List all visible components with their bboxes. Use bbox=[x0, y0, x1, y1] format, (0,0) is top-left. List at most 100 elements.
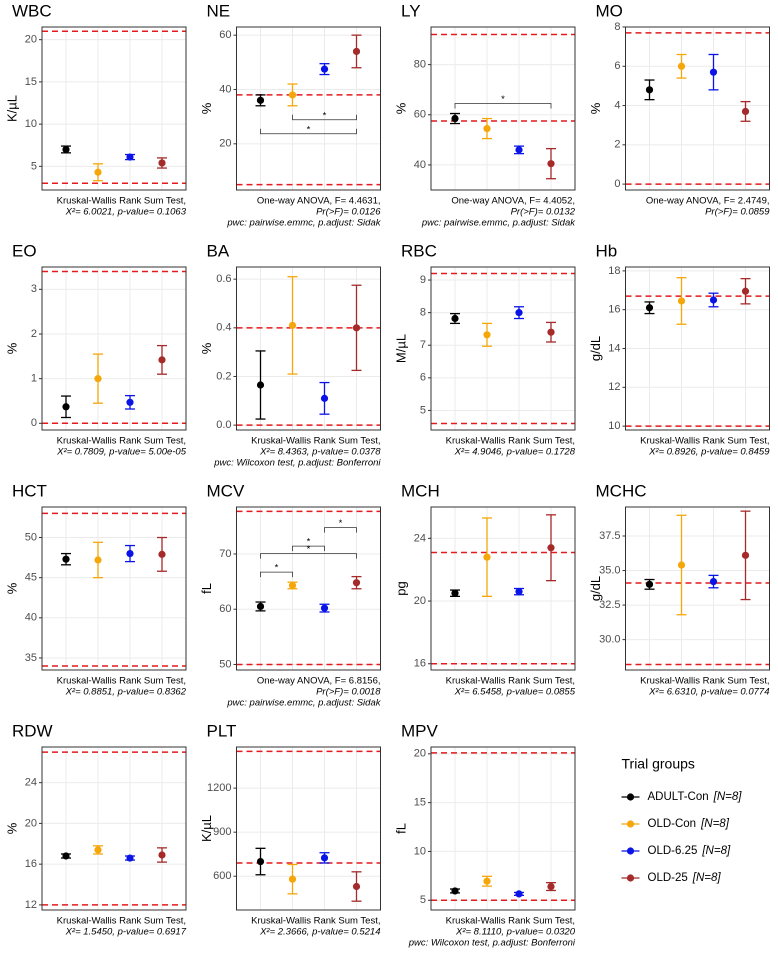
plot-border bbox=[430, 746, 576, 911]
significance-bracket bbox=[260, 571, 293, 578]
plot-border bbox=[236, 26, 381, 191]
y-tick-label: 40 bbox=[25, 612, 37, 624]
mean-point bbox=[515, 890, 523, 898]
chart-title: MCV bbox=[207, 481, 245, 500]
significance-label: * bbox=[307, 537, 311, 548]
y-tick-label: 40 bbox=[219, 83, 231, 95]
mean-point bbox=[515, 588, 523, 596]
y-tick-label: 1200 bbox=[207, 782, 231, 794]
y-axis-label: K/µL bbox=[199, 815, 214, 842]
mean-point bbox=[256, 857, 265, 866]
y-axis-label: g/dL bbox=[588, 336, 603, 361]
legend-name: ADULT-Con bbox=[648, 791, 709, 803]
plot-border bbox=[430, 506, 576, 671]
significance-bracket bbox=[292, 545, 325, 552]
y-axis-label: % bbox=[393, 102, 408, 114]
plot-background bbox=[42, 507, 186, 670]
y-tick-label: 0.2 bbox=[216, 370, 231, 382]
mean-point bbox=[320, 854, 329, 862]
significance-bracket bbox=[292, 114, 357, 121]
stats-note: X²= 0.7809, p-value= 5.00e-05 bbox=[56, 447, 187, 458]
mean-point bbox=[677, 62, 686, 70]
y-tick-label: 6 bbox=[614, 60, 620, 72]
chart-title: BA bbox=[207, 241, 230, 260]
mean-point bbox=[158, 550, 166, 558]
legend-label: ADULT-Con [N=8] bbox=[648, 791, 743, 803]
y-tick-label: 2 bbox=[31, 328, 37, 340]
stats-note: Kruskal-Wallis Rank Sum Test, bbox=[446, 676, 575, 687]
y-tick-label: 3 bbox=[31, 283, 37, 295]
mean-point bbox=[547, 160, 555, 168]
y-tick-label: 32.5 bbox=[599, 599, 620, 611]
mean-point bbox=[288, 91, 297, 99]
mean-point bbox=[158, 159, 166, 167]
stats-note: Kruskal-Wallis Rank Sum Test, bbox=[57, 196, 186, 207]
legend-label: OLD-Con [N=8] bbox=[648, 818, 730, 830]
stats-note: Kruskal-Wallis Rank Sum Test, bbox=[57, 916, 186, 927]
y-tick-label: 35 bbox=[25, 652, 37, 664]
y-tick-label: 37.5 bbox=[599, 530, 620, 542]
legend-dot bbox=[626, 820, 635, 828]
stats-note: Kruskal-Wallis Rank Sum Test, bbox=[251, 916, 380, 927]
legend-label: OLD-25 [N=8] bbox=[648, 872, 722, 884]
plot-border bbox=[625, 506, 770, 671]
mean-point bbox=[126, 854, 134, 862]
legend-name: OLD-6.25 bbox=[648, 845, 698, 857]
y-tick-label: 0.6 bbox=[216, 273, 231, 285]
stats-note: X²= 4.9046, p-value= 0.1728 bbox=[454, 447, 576, 458]
mean-point bbox=[256, 602, 265, 611]
plot-border bbox=[625, 26, 770, 191]
y-tick-label: 10 bbox=[608, 420, 620, 432]
legend-n: [N=8] bbox=[700, 818, 730, 830]
y-tick-label: 16 bbox=[608, 304, 620, 316]
legend-n: [N=8] bbox=[713, 791, 743, 803]
chart-title: WBC bbox=[12, 1, 52, 20]
y-axis-label: % bbox=[199, 102, 214, 114]
chart-title: MCH bbox=[401, 481, 440, 500]
stats-note: Kruskal-Wallis Rank Sum Test, bbox=[446, 916, 575, 927]
stats-note: Kruskal-Wallis Rank Sum Test, bbox=[57, 676, 186, 687]
significance-bracket bbox=[454, 103, 552, 109]
mean-point bbox=[741, 107, 750, 116]
plot-border bbox=[430, 26, 576, 191]
stats-note: pwc: pairwise.emmc, p.adjust: Sidak bbox=[226, 698, 381, 709]
plot-border bbox=[236, 746, 381, 911]
plot-background bbox=[42, 747, 186, 910]
stats-note: One-way ANOVA, F= 4.4631, bbox=[257, 196, 381, 207]
y-tick-label: 12 bbox=[608, 381, 620, 393]
chart-title: RDW bbox=[12, 721, 53, 740]
y-tick-label: 4 bbox=[614, 99, 620, 111]
plot-background bbox=[625, 27, 770, 190]
legend-name: OLD-Con bbox=[648, 818, 697, 830]
plot-background bbox=[431, 507, 575, 670]
stats-note: One-way ANOVA, F= 4.4052, bbox=[451, 196, 575, 207]
mean-point bbox=[158, 356, 166, 364]
plot-border bbox=[236, 506, 381, 671]
legend-dot bbox=[626, 874, 635, 882]
y-tick-label: 8 bbox=[420, 307, 426, 319]
legend-name: OLD-25 bbox=[648, 872, 688, 884]
stats-note: Kruskal-Wallis Rank Sum Test, bbox=[446, 436, 575, 447]
y-tick-label: 24 bbox=[25, 777, 37, 789]
y-axis-label: % bbox=[4, 822, 19, 834]
y-tick-label: 8 bbox=[614, 21, 620, 33]
y-tick-label: 20 bbox=[414, 748, 426, 760]
y-tick-label: 5 bbox=[420, 894, 426, 906]
y-tick-label: 10 bbox=[25, 118, 37, 130]
y-tick-label: 15 bbox=[414, 797, 426, 809]
chart-title: MO bbox=[596, 1, 623, 20]
y-tick-label: 20 bbox=[414, 595, 426, 607]
mean-point bbox=[515, 146, 523, 154]
mean-point bbox=[256, 96, 265, 104]
y-axis-label: fL bbox=[393, 823, 408, 834]
mean-point bbox=[352, 882, 361, 891]
legend-dot bbox=[626, 793, 635, 801]
mean-point bbox=[352, 324, 361, 332]
stats-note: Pr(>F)= 0.0018 bbox=[316, 687, 381, 698]
y-tick-label: 14 bbox=[608, 342, 620, 354]
y-tick-label: 10 bbox=[414, 845, 426, 857]
mean-point bbox=[62, 145, 70, 154]
y-axis-label: % bbox=[588, 102, 603, 114]
y-tick-label: 50 bbox=[219, 658, 231, 670]
